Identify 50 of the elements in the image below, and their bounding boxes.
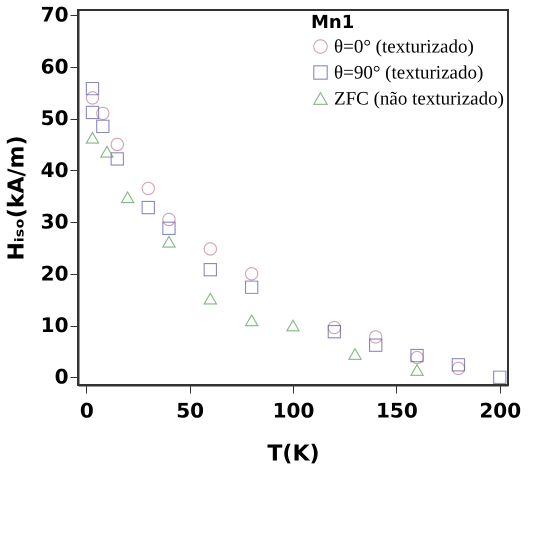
point [369,338,382,352]
y-tick-label: 70 [40,2,68,27]
y-tick-label: 60 [40,54,68,78]
point [204,292,217,304]
point [204,242,217,256]
x-tick-label: 100 [272,398,314,422]
x-tick-label: 0 [80,398,94,422]
x-axis-title: T(K) [267,442,320,466]
point [348,348,362,360]
point [96,120,110,134]
point [286,320,300,332]
legend-label: θ=0° (texturizado) [334,36,474,58]
point [86,106,100,120]
x-tick-label: 50 [176,398,204,422]
point [452,358,466,372]
y-tick-label: 20 [40,261,68,286]
x-tick-label: 150 [376,398,418,422]
point [204,262,217,276]
point [410,364,424,376]
legend-label: θ=90° (texturizado) [334,62,484,84]
y-tick-label: 0 [54,364,68,389]
legend-title: Mn1 [311,12,354,33]
point [162,222,176,235]
legend-label: ZFC (não texturizado) [334,88,504,110]
point [328,320,342,334]
point [120,191,134,204]
point [244,280,258,294]
point [110,152,124,166]
point [369,330,382,344]
point [162,212,176,226]
point [86,132,100,144]
x-tick-label: 200 [479,398,522,422]
y-axis-title: Hᵢₛₒ(kA/m) [4,135,30,261]
point [100,146,114,158]
point [86,91,100,105]
point [452,362,466,376]
y-tick-label: 50 [40,106,68,130]
y-tick-label: 30 [40,210,68,234]
point [162,236,176,248]
point [110,138,124,152]
point [142,200,155,214]
y-tick-label: 40 [40,158,68,182]
point [142,182,155,196]
point [328,325,342,338]
point [244,314,258,326]
point [86,82,100,96]
point [493,370,506,384]
point [244,267,258,280]
y-tick-label: 10 [40,313,68,338]
point [96,106,110,120]
